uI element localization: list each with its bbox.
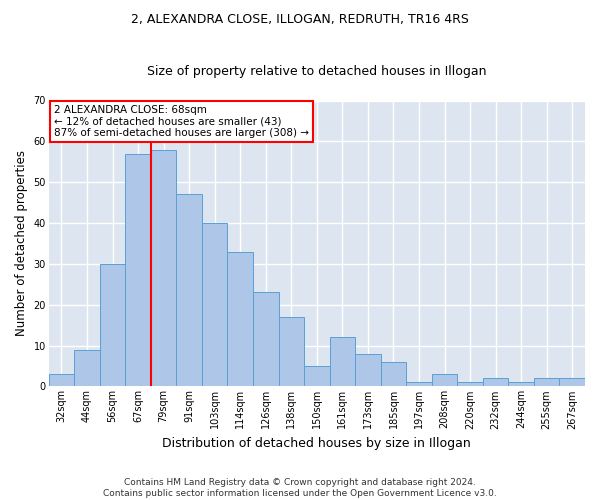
Bar <box>49 374 74 386</box>
X-axis label: Distribution of detached houses by size in Illogan: Distribution of detached houses by size … <box>163 437 471 450</box>
Bar <box>534 378 559 386</box>
Bar <box>559 378 585 386</box>
Bar <box>74 350 100 387</box>
Bar <box>355 354 380 386</box>
Text: 2 ALEXANDRA CLOSE: 68sqm
← 12% of detached houses are smaller (43)
87% of semi-d: 2 ALEXANDRA CLOSE: 68sqm ← 12% of detach… <box>54 105 309 138</box>
Bar <box>253 292 278 386</box>
Bar <box>151 150 176 386</box>
Y-axis label: Number of detached properties: Number of detached properties <box>15 150 28 336</box>
Bar <box>125 154 151 386</box>
Bar <box>508 382 534 386</box>
Bar <box>202 223 227 386</box>
Text: 2, ALEXANDRA CLOSE, ILLOGAN, REDRUTH, TR16 4RS: 2, ALEXANDRA CLOSE, ILLOGAN, REDRUTH, TR… <box>131 12 469 26</box>
Bar <box>380 362 406 386</box>
Bar <box>304 366 329 386</box>
Bar <box>329 338 355 386</box>
Bar <box>457 382 483 386</box>
Bar <box>432 374 457 386</box>
Title: Size of property relative to detached houses in Illogan: Size of property relative to detached ho… <box>147 66 487 78</box>
Bar <box>176 194 202 386</box>
Text: Contains HM Land Registry data © Crown copyright and database right 2024.
Contai: Contains HM Land Registry data © Crown c… <box>103 478 497 498</box>
Bar <box>278 317 304 386</box>
Bar <box>406 382 432 386</box>
Bar <box>100 264 125 386</box>
Bar <box>483 378 508 386</box>
Bar <box>227 252 253 386</box>
